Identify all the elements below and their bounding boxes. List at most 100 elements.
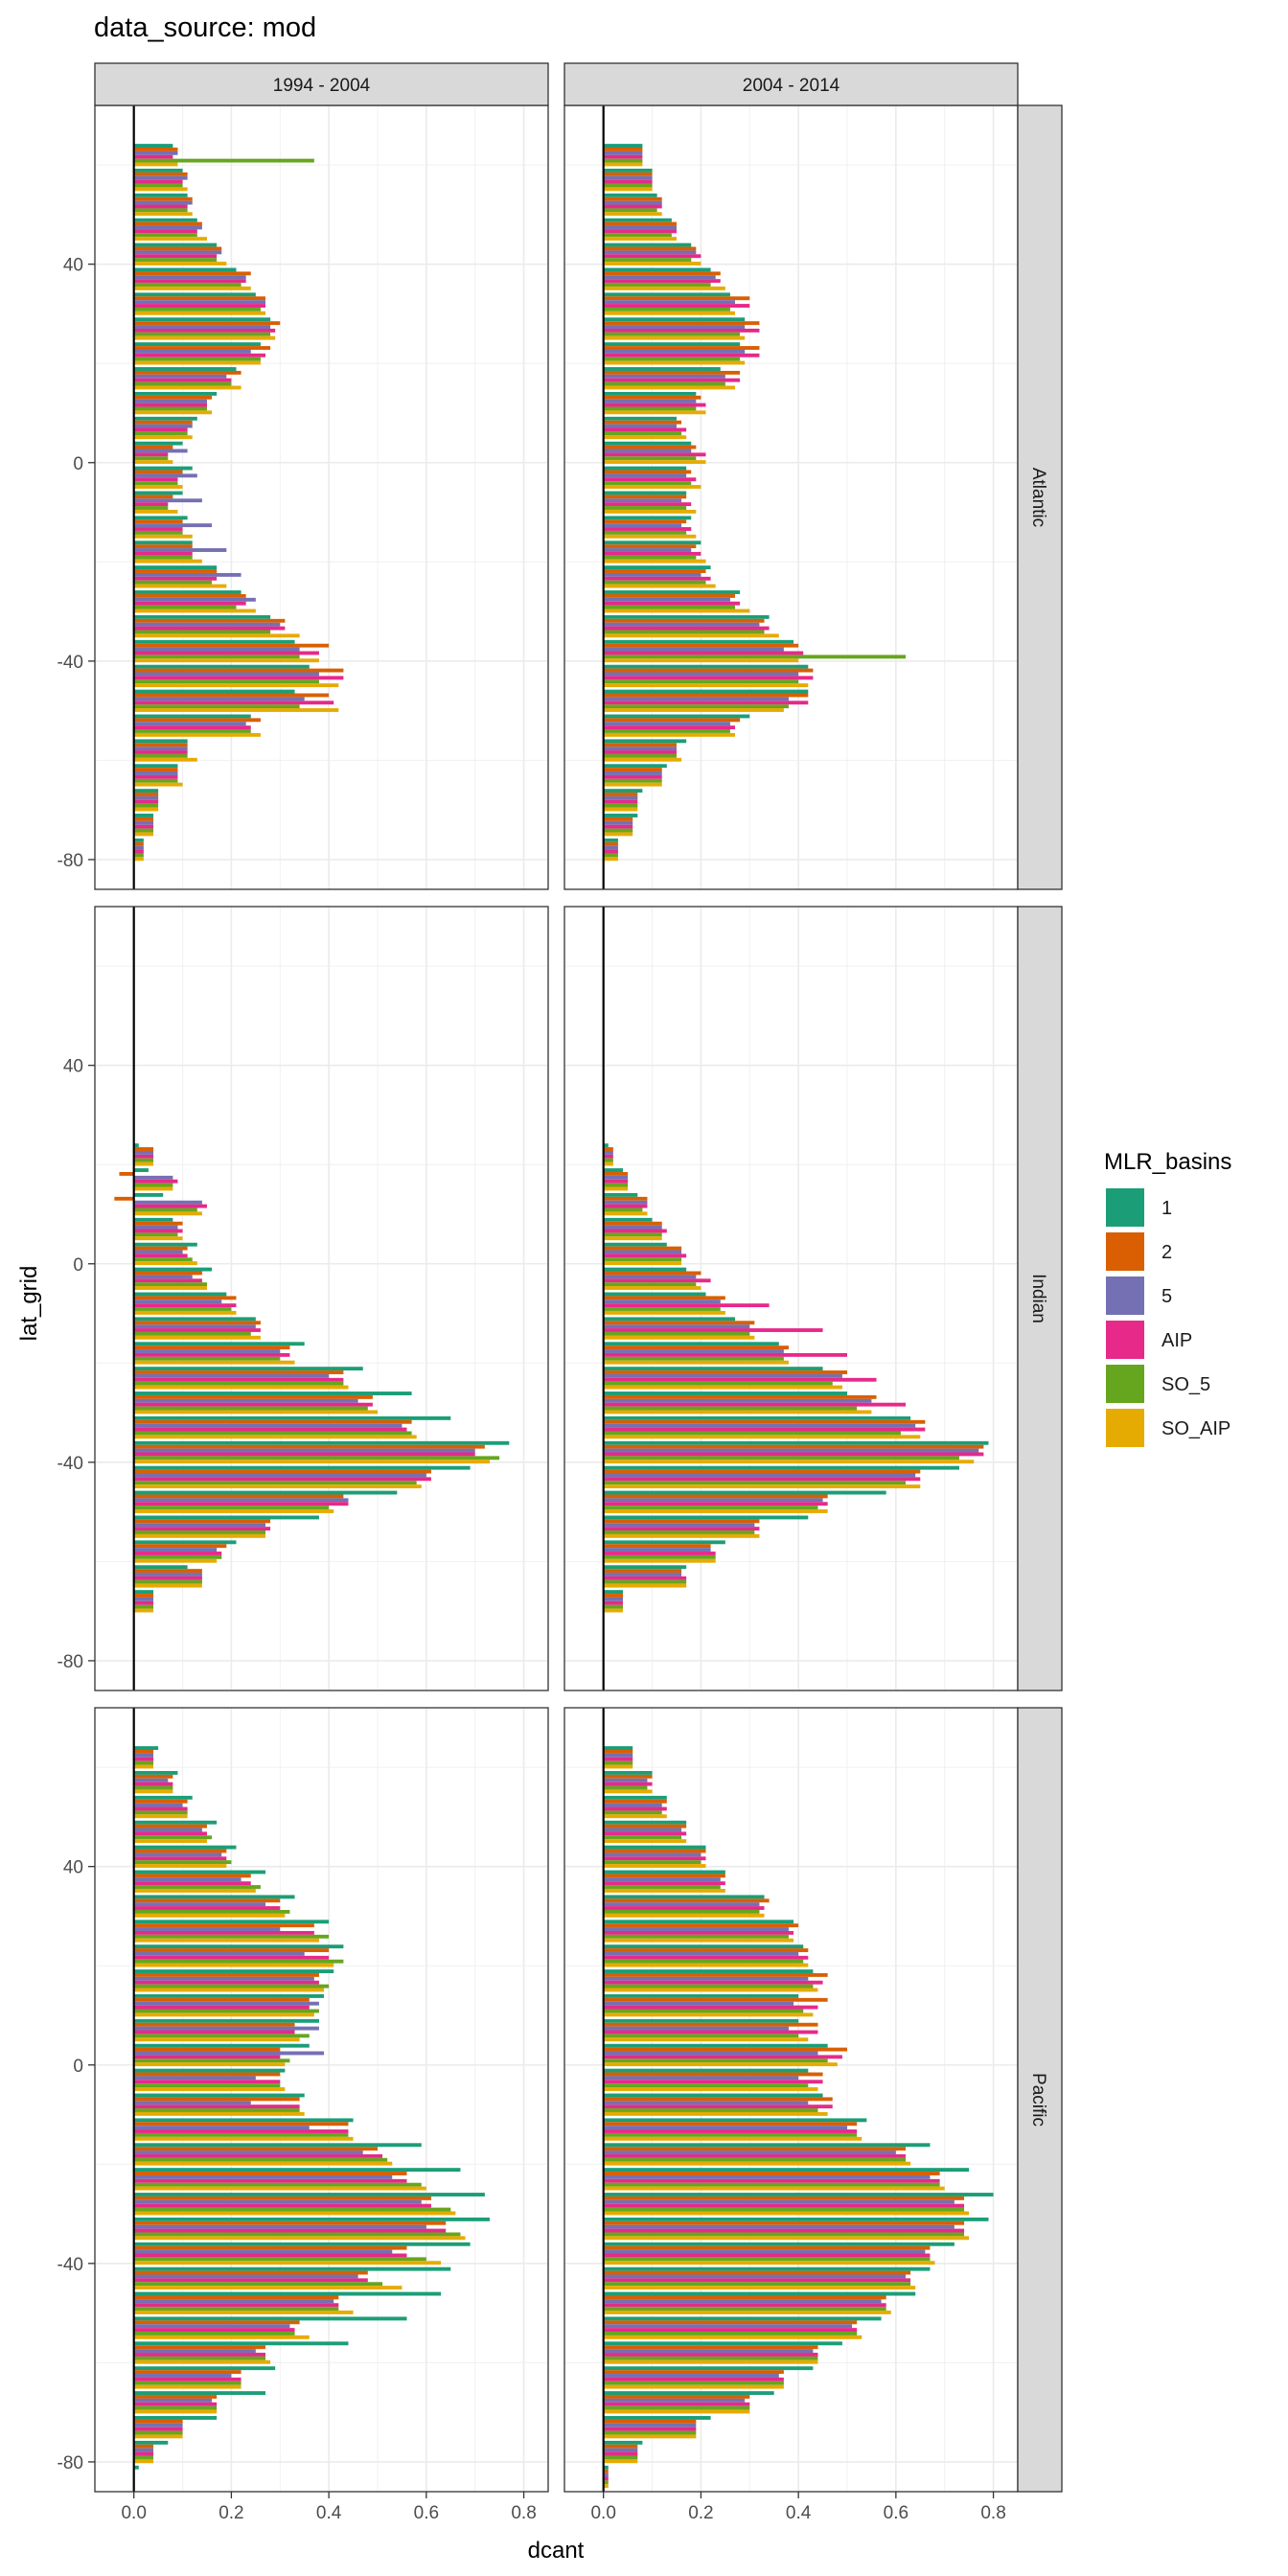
bar [133, 857, 144, 862]
bar [133, 2249, 393, 2254]
bar [133, 473, 197, 478]
bar [133, 1342, 305, 1346]
bar [133, 1473, 426, 1478]
bar [603, 1236, 662, 1241]
bar [133, 590, 242, 594]
bar [133, 172, 188, 176]
bar [603, 2132, 858, 2137]
bar [133, 2012, 314, 2017]
bar [603, 349, 746, 354]
bar [603, 1360, 789, 1365]
bar [603, 144, 643, 149]
bar [133, 580, 213, 585]
x-tick-label: 0.0 [590, 2503, 615, 2523]
bar [133, 2286, 402, 2290]
bar [603, 572, 702, 577]
bar [133, 1993, 325, 1998]
bar [603, 597, 730, 602]
bar [603, 1997, 828, 2002]
bar [133, 1774, 173, 1779]
bar [603, 565, 711, 570]
bar [603, 1810, 662, 1815]
bar [603, 452, 706, 457]
bar [603, 816, 633, 821]
bar [133, 2108, 300, 2112]
bar [133, 2207, 451, 2212]
bar [133, 2211, 456, 2216]
bar [133, 1795, 193, 1800]
bar [133, 2328, 295, 2333]
bar [603, 1282, 697, 1287]
bar [603, 1909, 760, 1914]
y-tick-label: -40 [58, 1454, 83, 1474]
bar [603, 1938, 794, 1943]
bar [133, 1394, 373, 1399]
bar [133, 725, 251, 730]
bar [133, 2193, 485, 2196]
legend-label: 1 [1162, 1198, 1172, 1219]
bar [603, 633, 779, 638]
bar [603, 1267, 687, 1272]
bar [603, 221, 677, 226]
bar [133, 701, 334, 705]
bar [603, 1955, 809, 1960]
x-tick-label: 0.0 [121, 2503, 146, 2523]
bar [603, 1352, 847, 1357]
bar [603, 1150, 613, 1155]
bar [603, 148, 643, 151]
bar [133, 2072, 281, 2077]
bar [603, 1162, 613, 1166]
bar [133, 321, 281, 326]
bar [603, 1927, 789, 1931]
bar [133, 2282, 383, 2287]
bar [603, 187, 653, 192]
bar [603, 204, 662, 209]
bar [603, 1527, 760, 1531]
bar [133, 2332, 295, 2335]
bar [133, 317, 271, 322]
bar [133, 1852, 222, 1857]
bar [133, 2242, 471, 2246]
bar [133, 1310, 237, 1315]
bar [603, 2311, 891, 2314]
bar [133, 693, 330, 698]
bar [133, 144, 173, 149]
bar [133, 1225, 178, 1230]
bar [133, 555, 193, 560]
y-tick-label: -40 [58, 2255, 83, 2275]
bar [133, 2426, 183, 2431]
bar [603, 2228, 965, 2233]
bar [133, 614, 271, 619]
bar [133, 502, 169, 507]
bar [133, 527, 183, 531]
bar [603, 2236, 970, 2241]
bar [133, 1398, 358, 1403]
bar [603, 2161, 911, 2166]
bar [133, 466, 193, 471]
bar [603, 739, 687, 744]
bar [603, 1435, 921, 1439]
bar [603, 1888, 725, 1893]
bar [603, 1902, 760, 1907]
bar [133, 2132, 349, 2137]
bar [133, 2245, 407, 2250]
bar [603, 1271, 702, 1276]
bar [603, 672, 799, 677]
bar [133, 158, 314, 163]
bar [133, 456, 169, 461]
bar [133, 346, 271, 350]
bar [603, 1583, 687, 1588]
bar [133, 2232, 461, 2237]
bar [133, 1782, 173, 1786]
bar [133, 1296, 237, 1300]
bar [603, 317, 746, 322]
bar [133, 1278, 202, 1283]
bar [133, 1764, 154, 1769]
bar [603, 1469, 921, 1474]
y-tick-label: -40 [58, 653, 83, 673]
bar [603, 2448, 638, 2452]
bar [133, 1246, 188, 1251]
bar [603, 2430, 697, 2435]
bar [133, 1150, 154, 1155]
bar [133, 1392, 412, 1395]
